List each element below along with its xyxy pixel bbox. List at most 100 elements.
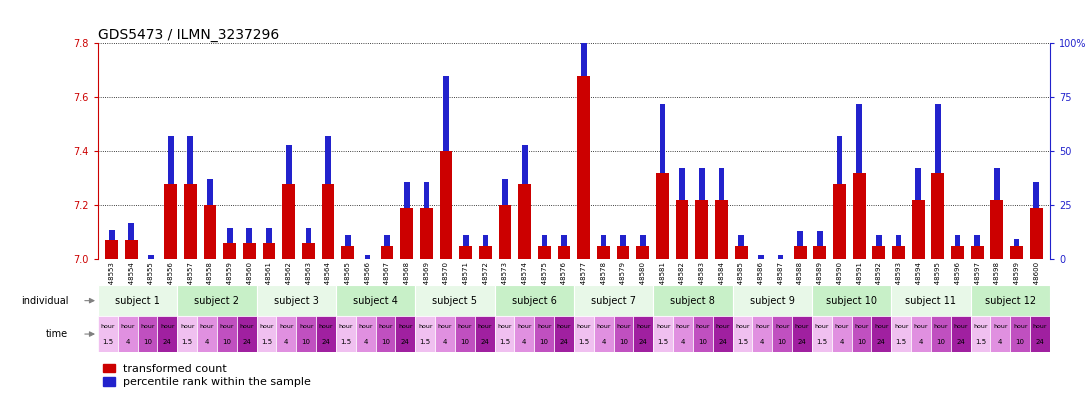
Bar [515, 316, 534, 352]
Text: hour: hour [854, 324, 868, 329]
Bar [164, 184, 177, 259]
Text: 4: 4 [761, 339, 765, 345]
Bar [931, 173, 944, 259]
Text: subject 9: subject 9 [750, 296, 794, 306]
Text: hour: hour [934, 324, 948, 329]
Bar [876, 235, 881, 246]
Text: 4: 4 [681, 339, 685, 345]
Bar [257, 316, 276, 352]
Text: hour: hour [636, 324, 651, 329]
Bar [197, 316, 217, 352]
Bar [931, 316, 951, 352]
Bar [356, 316, 375, 352]
Text: hour: hour [755, 324, 769, 329]
Bar [495, 285, 574, 316]
Bar [187, 136, 194, 184]
Bar [574, 285, 653, 316]
Bar [935, 104, 941, 173]
Text: 24: 24 [401, 339, 410, 345]
Bar [653, 285, 732, 316]
Bar [812, 316, 831, 352]
Bar [203, 205, 217, 259]
Text: hour: hour [358, 324, 373, 329]
Text: hour: hour [220, 324, 234, 329]
Bar [620, 235, 626, 246]
Bar [177, 285, 257, 316]
Bar [503, 179, 508, 205]
Text: 1.5: 1.5 [182, 339, 193, 345]
Text: hour: hour [259, 324, 274, 329]
Bar [296, 316, 317, 352]
Text: hour: hour [695, 324, 710, 329]
Text: 24: 24 [956, 339, 965, 345]
Bar [395, 316, 416, 352]
Text: 24: 24 [243, 339, 251, 345]
Bar [342, 246, 354, 259]
Text: 10: 10 [698, 339, 707, 345]
Bar [718, 167, 725, 200]
Text: hour: hour [458, 324, 472, 329]
Bar [223, 243, 236, 259]
Bar [679, 167, 685, 200]
Bar [856, 104, 862, 173]
Bar [873, 246, 886, 259]
Bar [693, 316, 713, 352]
Text: 1.5: 1.5 [579, 339, 590, 345]
Text: subject 3: subject 3 [274, 296, 319, 306]
Bar [306, 228, 311, 243]
Text: 4: 4 [918, 339, 924, 345]
Text: hour: hour [874, 324, 889, 329]
Text: hour: hour [974, 324, 988, 329]
Bar [109, 230, 114, 241]
Text: 10: 10 [143, 339, 152, 345]
Text: 24: 24 [877, 339, 886, 345]
Bar [336, 316, 356, 352]
Bar [659, 104, 665, 173]
Bar [636, 246, 650, 259]
Bar [498, 205, 511, 259]
Bar [561, 235, 567, 246]
Legend: transformed count, percentile rank within the sample: transformed count, percentile rank withi… [103, 364, 311, 387]
Bar [384, 235, 390, 246]
Bar [734, 246, 747, 259]
Text: 1.5: 1.5 [975, 339, 986, 345]
Bar [695, 200, 708, 259]
Bar [534, 316, 554, 352]
Text: hour: hour [140, 324, 154, 329]
Text: 4: 4 [205, 339, 209, 345]
Bar [148, 255, 153, 259]
Text: hour: hour [338, 324, 354, 329]
Bar [574, 316, 594, 352]
Bar [455, 316, 474, 352]
Bar [739, 235, 744, 246]
Text: 10: 10 [381, 339, 390, 345]
Bar [1014, 239, 1019, 246]
Bar [974, 235, 980, 246]
Text: 10: 10 [301, 339, 311, 345]
Text: hour: hour [577, 324, 591, 329]
Bar [243, 243, 256, 259]
Bar [852, 316, 871, 352]
Text: hour: hour [656, 324, 670, 329]
Bar [177, 316, 197, 352]
Text: hour: hour [437, 324, 453, 329]
Bar [317, 316, 336, 352]
Text: 10: 10 [937, 339, 945, 345]
Bar [302, 243, 314, 259]
Bar [792, 316, 812, 352]
Text: time: time [46, 329, 69, 339]
Bar [118, 316, 137, 352]
Bar [640, 235, 645, 246]
Bar [247, 228, 252, 243]
Text: hour: hour [735, 324, 750, 329]
Bar [400, 208, 413, 259]
Text: hour: hour [398, 324, 412, 329]
Text: subject 4: subject 4 [354, 296, 398, 306]
Bar [1010, 246, 1023, 259]
Text: 4: 4 [840, 339, 844, 345]
Bar [474, 316, 495, 352]
Text: 4: 4 [522, 339, 527, 345]
Bar [895, 235, 901, 246]
Text: hour: hour [517, 324, 532, 329]
Bar [814, 246, 826, 259]
